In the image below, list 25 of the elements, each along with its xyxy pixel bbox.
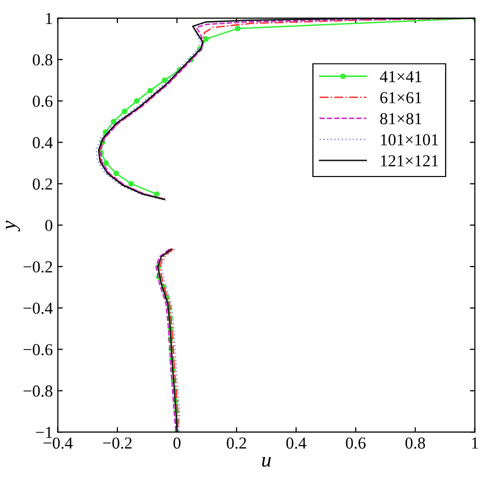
x-tick-label: 0.6 <box>346 437 366 449</box>
legend-label: 81×81 <box>380 113 422 124</box>
y-tick-label: −0.8 <box>24 385 52 397</box>
y-tick-label: −0.6 <box>24 344 52 356</box>
x-tick-label: −0.2 <box>103 437 132 449</box>
legend-label: 121×121 <box>381 155 438 166</box>
y-tick-label: 0.2 <box>32 178 52 190</box>
x-tick-label: 1 <box>472 438 478 449</box>
legend-label: 41×41 <box>380 71 422 82</box>
y-tick-label: 0.4 <box>32 137 53 148</box>
y-tick-label: 0.8 <box>32 54 52 66</box>
y-tick-label: −1 <box>36 426 52 438</box>
y-axis-title: y <box>6 220 20 232</box>
y-tick-label: −0.4 <box>24 302 53 314</box>
y-tick-label: 0.6 <box>32 96 52 107</box>
y-tick-label: 0 <box>45 220 52 232</box>
x-tick-label: 0.4 <box>286 437 306 449</box>
x-tick-label: 0.2 <box>226 437 246 449</box>
legend-label: 101×101 <box>381 134 438 146</box>
x-tick-label: 0.8 <box>405 437 426 449</box>
x-tick-label: 0 <box>173 437 181 449</box>
y-tick-label: −0.2 <box>24 261 52 273</box>
y-tick-label: 1 <box>46 12 52 24</box>
legend-label: 61×61 <box>380 92 422 104</box>
x-axis-title: u <box>262 456 271 467</box>
